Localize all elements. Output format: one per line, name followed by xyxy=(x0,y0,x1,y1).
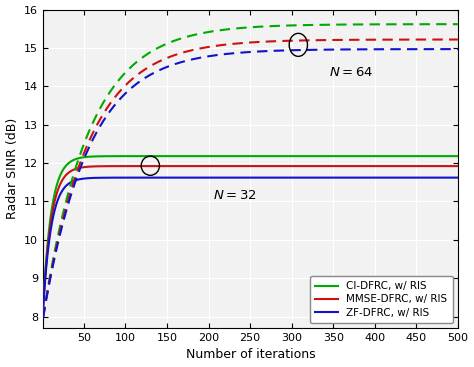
Legend: CI-DFRC, w/ RIS, MMSE-DFRC, w/ RIS, ZF-DFRC, w/ RIS: CI-DFRC, w/ RIS, MMSE-DFRC, w/ RIS, ZF-D… xyxy=(310,276,453,323)
Text: $N = 32$: $N = 32$ xyxy=(213,189,256,202)
X-axis label: Number of iterations: Number of iterations xyxy=(186,348,315,361)
Y-axis label: Radar SINR (dB): Radar SINR (dB) xyxy=(6,118,18,219)
Text: $N = 64$: $N = 64$ xyxy=(329,66,374,79)
